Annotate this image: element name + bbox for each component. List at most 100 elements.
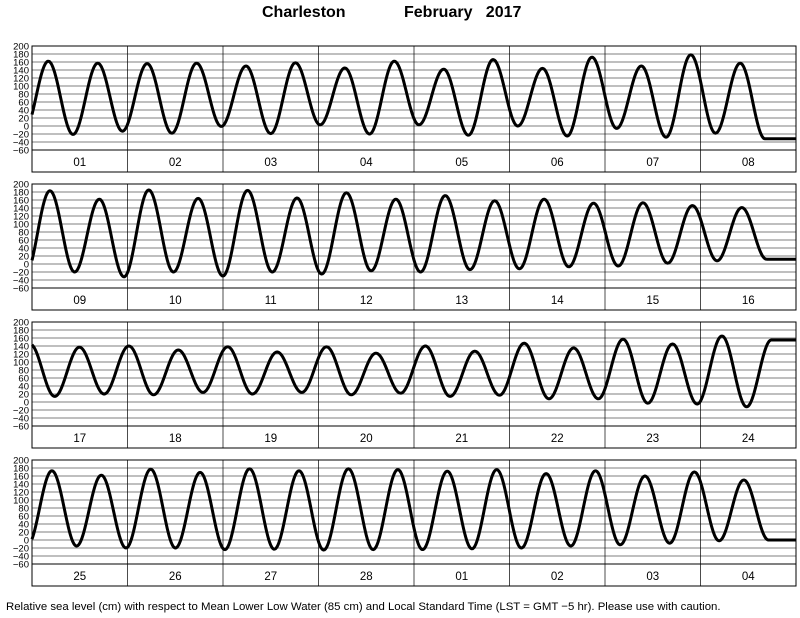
y-tick-label: 180	[13, 187, 29, 198]
day-label: 14	[551, 295, 564, 307]
day-label: 28	[360, 571, 373, 583]
day-label: 16	[742, 295, 755, 307]
y-tick-label: −40	[13, 551, 29, 562]
y-tick-label: 0	[24, 535, 29, 546]
y-tick-label: 0	[24, 397, 29, 408]
day-label: 01	[455, 571, 468, 583]
day-label: 02	[551, 571, 564, 583]
y-tick-label: 20	[18, 527, 29, 538]
y-tick-label: −60	[13, 145, 29, 156]
day-label: 15	[646, 295, 659, 307]
y-tick-label: 160	[13, 333, 29, 344]
y-tick-label: 0	[24, 121, 29, 132]
y-tick-label: 40	[18, 519, 29, 530]
y-tick-label: 20	[18, 389, 29, 400]
y-tick-label: 80	[18, 503, 29, 514]
y-tick-label: −60	[13, 559, 29, 570]
day-label: 05	[455, 157, 468, 169]
y-tick-label: 60	[18, 97, 29, 108]
y-tick-label: 160	[13, 195, 29, 206]
y-tick-label: −20	[13, 543, 29, 554]
day-label: 26	[169, 571, 182, 583]
day-label: 12	[360, 295, 373, 307]
y-tick-label: 140	[13, 203, 29, 214]
panel-frame	[31, 183, 797, 311]
day-label: 04	[360, 157, 373, 169]
day-label: 07	[646, 157, 659, 169]
day-label: 08	[742, 157, 755, 169]
y-tick-label: 40	[18, 105, 29, 116]
day-label: 03	[646, 571, 659, 583]
day-label: 27	[264, 571, 277, 583]
y-tick-label: −20	[13, 129, 29, 140]
y-tick-label: −40	[13, 275, 29, 286]
y-tick-label: 0	[24, 259, 29, 270]
day-label: 25	[73, 571, 86, 583]
y-tick-label: 160	[13, 471, 29, 482]
y-tick-label: −20	[13, 405, 29, 416]
y-tick-label: 140	[13, 65, 29, 76]
tide-curve	[30, 467, 797, 552]
title-period: February 2017	[404, 4, 522, 21]
day-label: 22	[551, 433, 564, 445]
day-label: 11	[265, 295, 277, 307]
y-tick-label: 120	[13, 349, 29, 360]
y-tick-label: 200	[13, 317, 29, 328]
y-tick-label: 140	[13, 479, 29, 490]
y-tick-label: 60	[18, 373, 29, 384]
day-label: 23	[646, 433, 659, 445]
y-tick-label: −60	[13, 421, 29, 432]
y-tick-label: 160	[13, 57, 29, 68]
panel-frame	[31, 321, 797, 449]
day-label: 06	[551, 157, 564, 169]
y-tick-label: −40	[13, 413, 29, 424]
y-tick-label: 100	[13, 495, 29, 506]
y-tick-label: 200	[13, 455, 29, 466]
y-tick-label: 180	[13, 463, 29, 474]
y-tick-label: 80	[18, 227, 29, 238]
y-tick-label: 120	[13, 73, 29, 84]
tide-curve	[30, 188, 797, 279]
tide-curve	[30, 334, 797, 409]
y-tick-label: 80	[18, 365, 29, 376]
y-tick-label: 120	[13, 487, 29, 498]
y-tick-label: 180	[13, 325, 29, 336]
day-label: 10	[169, 295, 182, 307]
day-label: 04	[742, 571, 755, 583]
y-tick-label: 20	[18, 251, 29, 262]
y-tick-label: −60	[13, 283, 29, 294]
y-tick-label: 40	[18, 381, 29, 392]
y-tick-label: 100	[13, 357, 29, 368]
day-label: 13	[455, 295, 468, 307]
day-label: 24	[742, 433, 755, 445]
panel-frame	[31, 459, 797, 587]
y-tick-label: 200	[13, 179, 29, 190]
day-label: 03	[264, 157, 277, 169]
day-label: 19	[264, 433, 277, 445]
y-tick-label: 20	[18, 113, 29, 124]
y-tick-label: 60	[18, 511, 29, 522]
y-tick-label: 100	[13, 219, 29, 230]
y-tick-label: 120	[13, 211, 29, 222]
tide-curve	[30, 53, 797, 141]
day-label: 09	[73, 295, 86, 307]
day-label: 20	[360, 433, 373, 445]
day-label: 02	[169, 157, 182, 169]
y-tick-label: 200	[13, 41, 29, 52]
day-label: 18	[169, 433, 182, 445]
y-tick-label: −40	[13, 137, 29, 148]
day-label: 01	[73, 157, 86, 169]
y-tick-label: 40	[18, 243, 29, 254]
day-label: 17	[73, 433, 86, 445]
y-tick-label: −20	[13, 267, 29, 278]
y-tick-label: 140	[13, 341, 29, 352]
title-station: Charleston	[262, 4, 346, 21]
y-tick-label: 80	[18, 89, 29, 100]
chart-caption: Relative sea level (cm) with respect to …	[6, 601, 721, 613]
y-tick-label: 180	[13, 49, 29, 60]
